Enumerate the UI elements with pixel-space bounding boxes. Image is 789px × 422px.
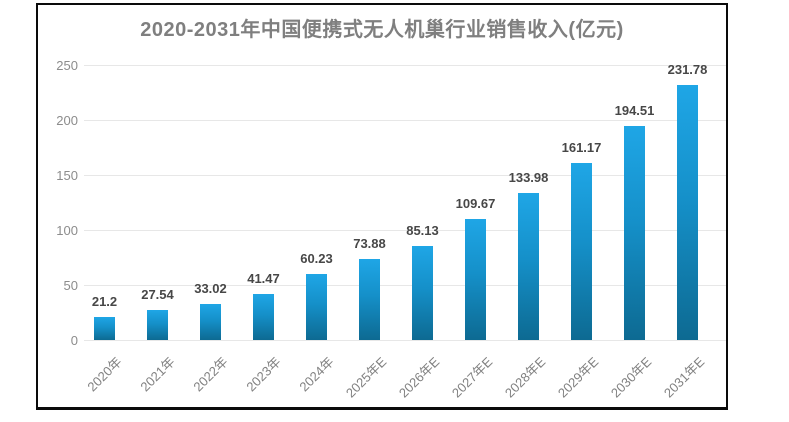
bar-2021年[interactable]: [147, 310, 168, 340]
bar-value-label: 33.02: [194, 281, 227, 296]
bar-value-label: 194.51: [614, 103, 655, 118]
x-axis-tick-label: 2031年E: [660, 354, 708, 401]
gridline-y-250: [84, 65, 726, 66]
gridline-y-200: [84, 120, 726, 121]
x-axis-tick-label: 2028年E: [501, 354, 549, 401]
bar-2028年E[interactable]: [518, 193, 539, 340]
bar-2022年[interactable]: [200, 304, 221, 340]
bar-2024年[interactable]: [306, 274, 327, 340]
bar-2027年E[interactable]: [465, 219, 486, 340]
x-axis-tick-label: 2024年: [295, 354, 337, 395]
bar-value-label: 41.47: [247, 271, 280, 286]
bar-2020年[interactable]: [94, 317, 115, 340]
x-axis-tick-label: 2025年E: [342, 354, 390, 401]
x-axis-tick-label: 2022年: [189, 354, 231, 395]
y-axis-tick-label: 50: [63, 278, 78, 293]
bar-2025年E[interactable]: [359, 259, 380, 340]
bar-2031年E[interactable]: [677, 85, 698, 340]
bar-value-label: 73.88: [353, 236, 386, 251]
bar-value-label: 21.2: [91, 294, 118, 309]
bar-2023年[interactable]: [253, 294, 274, 340]
chart-title: 2020-2031年中国便携式无人机巢行业销售收入(亿元): [140, 19, 624, 41]
bar-value-label: 109.67: [455, 196, 496, 211]
bar-value-label: 60.23: [300, 251, 333, 266]
chart-frame: 2020-2031年中国便携式无人机巢行业销售收入(亿元) 0 50 100 150 2…: [36, 3, 728, 410]
x-axis-tick-label: 2027年E: [448, 354, 496, 401]
y-axis-tick-label: 0: [70, 333, 78, 348]
y-axis-tick-label: 200: [56, 113, 78, 128]
y-axis-tick-label: 100: [56, 223, 78, 238]
x-axis-tick-label: 2021年: [136, 354, 178, 395]
gridline-y-100: [84, 230, 726, 231]
bar-2029年E[interactable]: [571, 163, 592, 340]
x-axis-tick-label: 2026年E: [395, 354, 443, 401]
gridline-y-150: [84, 175, 726, 176]
x-axis-tick-label: 2030年E: [607, 354, 655, 401]
bar-2026年E[interactable]: [412, 246, 433, 340]
x-axis-tick-label: 2023年: [242, 354, 284, 395]
x-axis-tick-label: 2020年: [83, 354, 125, 395]
x-axis-tick-label: 2029年E: [554, 354, 602, 401]
gridline-y-0: [84, 340, 726, 341]
bar-value-label: 85.13: [406, 223, 439, 238]
y-axis-tick-label: 150: [56, 168, 78, 183]
bar-value-label: 161.17: [561, 140, 602, 155]
bar-2030年E[interactable]: [624, 126, 645, 340]
bar-chart-plot-area: 0 50 100 150 200 250 21.2 2020年 27.54 2021年 33.02 2…: [38, 5, 726, 407]
bar-value-label: 231.78: [667, 62, 708, 77]
bar-value-label: 133.98: [508, 170, 549, 185]
y-axis-tick-label: 250: [56, 58, 78, 73]
gridline-y-50: [84, 285, 726, 286]
bar-value-label: 27.54: [141, 287, 174, 302]
